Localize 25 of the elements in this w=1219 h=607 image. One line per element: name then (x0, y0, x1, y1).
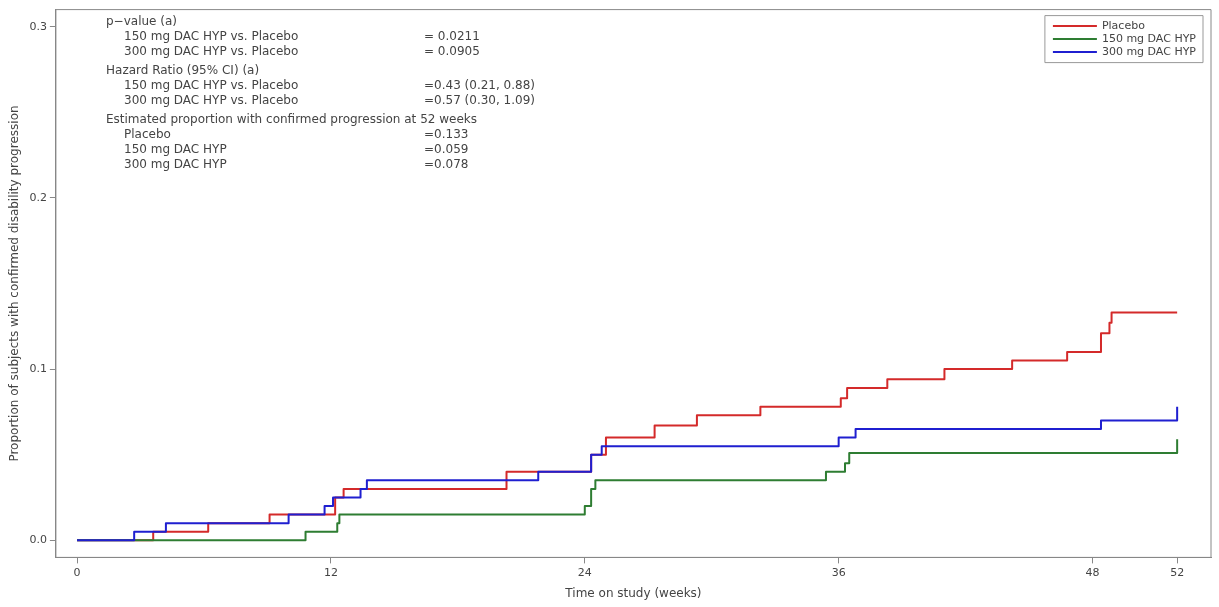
x-tick-label: 52 (1170, 565, 1185, 579)
text: 150 mg DAC HYP =0.059 (124, 142, 469, 156)
text: 300 mg DAC HYP vs. Placebo =0.57 (0.30, 1.09) (124, 93, 536, 107)
x-tick-label: 24 (577, 565, 592, 579)
annotation: Estimated proportion with confirmed progression at 52 weeks (106, 112, 478, 127)
text: 150 mg DAC HYP vs. Placebo =0.43 (0.21, 0.88) (124, 78, 536, 92)
annotation: Hazard Ratio (95% CI) (a) (106, 63, 261, 78)
text: 150 mg DAC HYP vs. Placebo = 0.0211 (124, 29, 480, 43)
annotation: p−value (a) (106, 14, 178, 29)
y-axis-title: Proportion of subjects with confirmed disability progression (7, 105, 22, 462)
y-tick-label: 0.0 (29, 533, 47, 547)
legend-label: 300 mg DAC HYP (1101, 44, 1197, 58)
y-tick-label: 0.3 (29, 19, 47, 33)
legend-label: Placebo (1101, 18, 1146, 32)
x-axis-title: Time on study (weeks) (564, 585, 702, 600)
text: 300 mg DAC HYP vs. Placebo = 0.0905 (124, 44, 480, 58)
y-tick-label: 0.1 (29, 361, 47, 375)
legend-label: 150 mg DAC HYP (1101, 31, 1197, 45)
y-tick-label: 0.2 (29, 190, 47, 204)
x-tick-label: 0 (73, 565, 81, 579)
x-tick-label: 48 (1085, 565, 1100, 579)
x-tick-label: 36 (831, 565, 846, 579)
text: Placebo =0.133 (124, 127, 469, 141)
x-tick-label: 12 (323, 565, 338, 579)
text: 300 mg DAC HYP =0.078 (124, 157, 469, 171)
